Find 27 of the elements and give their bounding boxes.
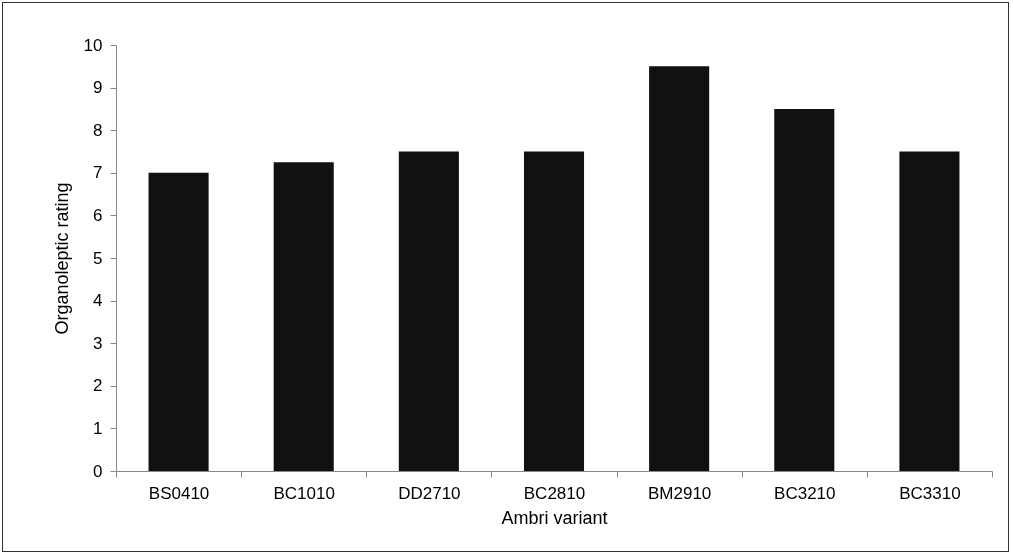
y-tick-label: 6 bbox=[93, 205, 103, 225]
y-tick-label: 4 bbox=[93, 291, 103, 311]
y-axis-title: Organoleptic rating bbox=[51, 182, 72, 335]
y-tick-label: 10 bbox=[83, 35, 103, 55]
x-tick-label: BC3210 bbox=[774, 483, 836, 503]
x-tick-label: BS0410 bbox=[148, 483, 210, 503]
y-tick-label: 1 bbox=[93, 418, 103, 438]
y-tick-label: 2 bbox=[93, 376, 103, 396]
y-tick-label: 3 bbox=[93, 333, 103, 353]
y-tick-label: 7 bbox=[93, 163, 103, 183]
x-tick-label: BC3310 bbox=[899, 483, 961, 503]
bar bbox=[398, 151, 459, 471]
x-tick-label: BC2810 bbox=[523, 483, 586, 503]
bar bbox=[148, 172, 209, 471]
x-tick-label: BC1010 bbox=[273, 483, 335, 503]
y-tick-label: 5 bbox=[93, 248, 103, 268]
y-tick-label: 9 bbox=[93, 78, 103, 98]
y-tick-label: 0 bbox=[93, 461, 103, 481]
bar bbox=[523, 151, 585, 471]
y-tick-label: 8 bbox=[93, 120, 103, 140]
bar bbox=[899, 151, 960, 471]
x-axis-title: Ambri variant bbox=[501, 507, 608, 528]
bar bbox=[649, 66, 710, 471]
x-tick-label: BM2910 bbox=[647, 483, 712, 503]
x-tick-label: DD2710 bbox=[398, 483, 461, 503]
bar bbox=[774, 108, 835, 471]
bar bbox=[273, 162, 334, 471]
